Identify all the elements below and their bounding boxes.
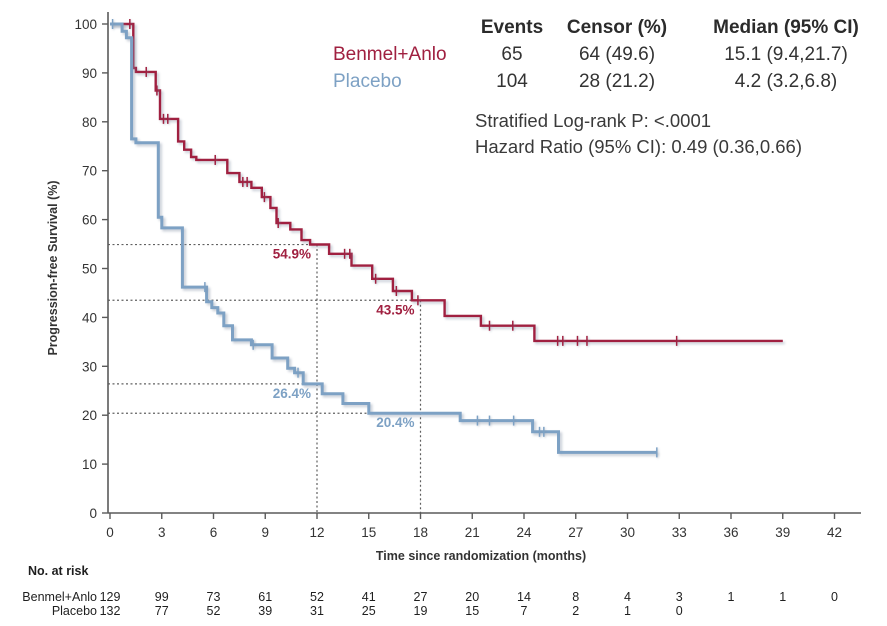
events-benmel-anlo: 65 [501, 43, 523, 65]
at-risk-count: 1 [728, 590, 735, 604]
survival-annotation: 43.5% [376, 302, 414, 317]
survival-annotation: 54.9% [273, 247, 311, 262]
at-risk-count: 7 [521, 604, 528, 618]
x-axis-title: Time since randomization (months) [376, 549, 586, 563]
x-tick-label: 36 [723, 525, 738, 540]
x-tick-label: 27 [568, 525, 583, 540]
at-risk-count: 25 [362, 604, 376, 618]
col-header-censor: Censor (%) [566, 16, 668, 38]
at-risk-count: 4 [624, 590, 631, 604]
at-risk-count: 31 [310, 604, 324, 618]
at-risk-count: 52 [310, 590, 324, 604]
test-results: Stratified Log-rank P: <.0001 Hazard Rat… [475, 108, 802, 160]
col-header-events: Events [480, 16, 544, 38]
x-tick-label: 30 [620, 525, 635, 540]
at-risk-count: 8 [572, 590, 579, 604]
km-curve-placebo [110, 22, 657, 454]
median-benmel-anlo: 15.1 (9.4,21.7) [724, 43, 848, 65]
y-axis-title: Progression-free Survival (%) [46, 180, 60, 355]
x-tick-label: 15 [361, 525, 376, 540]
stats-panel: Events Censor (%) Median (95% CI) Benmel… [333, 14, 886, 95]
survival-annotation: 20.4% [376, 415, 414, 430]
median-placebo: 4.2 (3.2,6.8) [734, 70, 838, 92]
y-tick-label: 0 [89, 506, 97, 521]
y-tick-label: 70 [82, 164, 97, 179]
at-risk-count: 3 [676, 590, 683, 604]
x-tick-label: 42 [827, 525, 842, 540]
at-risk-count: 1 [624, 604, 631, 618]
at-risk-count: 129 [100, 590, 121, 604]
x-tick-label: 18 [413, 525, 428, 540]
at-risk-title: No. at risk [28, 564, 88, 578]
at-risk-count: 52 [207, 604, 221, 618]
legend-label-placebo: Placebo [333, 70, 402, 92]
events-placebo: 104 [496, 70, 528, 92]
at-risk-count: 41 [362, 590, 376, 604]
at-risk-count: 27 [414, 590, 428, 604]
survival-annotation: 26.4% [273, 386, 311, 401]
y-tick-label: 90 [82, 66, 97, 81]
at-risk-count: 132 [100, 604, 121, 618]
y-tick-label: 40 [82, 310, 97, 325]
at-risk-count: 2 [572, 604, 579, 618]
x-tick-label: 21 [465, 525, 480, 540]
y-tick-label: 80 [82, 115, 97, 130]
hazard-ratio: Hazard Ratio (95% CI): 0.49 (0.36,0.66) [475, 136, 802, 157]
at-risk-count: 0 [831, 590, 838, 604]
at-risk-count: 77 [155, 604, 169, 618]
at-risk-count: 15 [465, 604, 479, 618]
legend-label-benmel-anlo: Benmel+Anlo [333, 43, 447, 65]
x-tick-label: 39 [775, 525, 790, 540]
y-tick-label: 10 [82, 457, 97, 472]
at-risk-count: 61 [258, 590, 272, 604]
y-tick-label: 20 [82, 408, 97, 423]
censor-benmel-anlo: 64 (49.6) [578, 43, 656, 65]
y-tick-label: 50 [82, 262, 97, 277]
x-tick-label: 33 [672, 525, 687, 540]
at-risk-count: 0 [676, 604, 683, 618]
at-risk-count: 39 [258, 604, 272, 618]
col-header-median: Median (95% CI) [713, 16, 859, 38]
km-curve-benmel-anlo [110, 22, 783, 343]
censor-placebo: 28 (21.2) [578, 70, 656, 92]
x-tick-label: 0 [106, 525, 114, 540]
at-risk-count: 99 [155, 590, 169, 604]
logrank-p-value: Stratified Log-rank P: <.0001 [475, 110, 712, 131]
y-tick-label: 100 [74, 17, 97, 32]
x-tick-label: 12 [309, 525, 324, 540]
x-tick-label: 3 [158, 525, 166, 540]
x-tick-label: 24 [516, 525, 532, 540]
at-risk-count: 73 [207, 590, 221, 604]
at-risk-count: 1 [779, 590, 786, 604]
y-tick-label: 30 [82, 359, 97, 374]
at-risk-row-label: Placebo [52, 604, 97, 618]
at-risk-row-label: Benmel+Anlo [22, 590, 97, 604]
at-risk-count: 14 [517, 590, 531, 604]
x-tick-label: 9 [261, 525, 269, 540]
x-tick-label: 6 [210, 525, 218, 540]
at-risk-count: 20 [465, 590, 479, 604]
y-tick-label: 60 [82, 213, 97, 228]
at-risk-count: 19 [414, 604, 428, 618]
